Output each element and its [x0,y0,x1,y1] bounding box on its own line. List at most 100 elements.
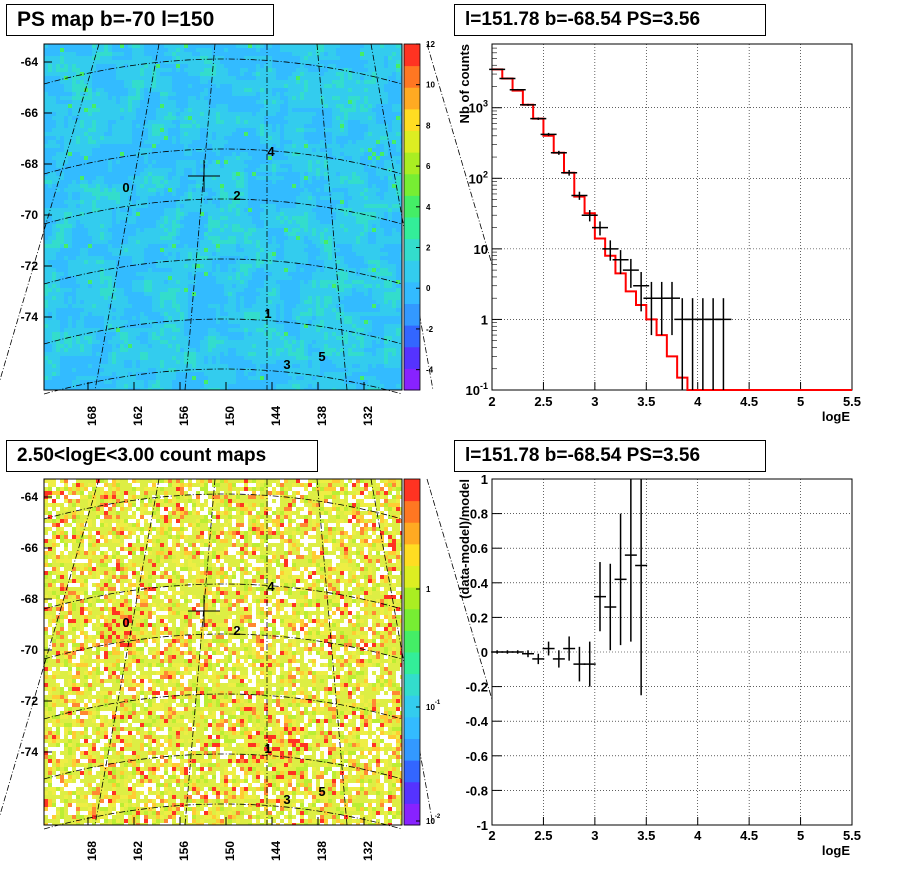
heatmap-cell [280,132,284,136]
heatmap-cell [376,264,380,268]
heatmap-cell [284,204,288,208]
heatmap-cell [392,176,396,180]
heatmap-cell [80,244,84,248]
heatmap-cell [196,76,200,80]
heatmap-cell [192,240,196,244]
heatmap-cell [288,248,292,252]
heatmap-cell [224,256,228,260]
heatmap-cell [88,184,92,188]
heatmap-cell [196,64,200,68]
heatmap-cell [120,44,124,48]
heatmap-cell [128,100,132,104]
heatmap-cell [208,132,212,136]
heatmap-cell [208,72,212,76]
heatmap-cell [96,204,100,208]
heatmap-cell [364,92,368,96]
heatmap-cell [44,168,48,172]
heatmap-cell [380,140,384,144]
heatmap-cell [312,192,316,196]
heatmap-cell [68,116,72,120]
heatmap-cell [356,256,360,260]
heatmap-cell [204,92,208,96]
heatmap-cell [336,136,340,140]
heatmap-cell [252,244,256,248]
heatmap-cell [100,92,104,96]
heatmap-cell [244,224,248,228]
heatmap-cell [312,232,316,236]
heatmap-cell [164,236,168,240]
heatmap-cell [96,224,100,228]
heatmap-cell [252,124,256,128]
heatmap-cell [92,104,96,108]
heatmap-cell [88,76,92,80]
heatmap-cell [272,164,276,168]
heatmap-cell [236,104,240,108]
heatmap-cell [212,224,216,228]
heatmap-cell [284,140,288,144]
heatmap-cell [220,200,224,204]
heatmap-cell [280,116,284,120]
heatmap-cell [184,124,188,128]
heatmap-cell [160,44,164,48]
heatmap-cell [212,48,216,52]
heatmap-cell [344,108,348,112]
heatmap-cell [200,116,204,120]
heatmap-cell [332,232,336,236]
heatmap-cell [200,156,204,160]
heatmap-cell [104,200,108,204]
heatmap-cell [48,148,52,152]
heatmap-cell [100,88,104,92]
heatmap-cell [164,248,168,252]
heatmap-cell [48,88,52,92]
heatmap-cell [252,88,256,92]
heatmap-cell [44,192,48,196]
heatmap-cell [248,44,252,48]
heatmap-cell [60,88,64,92]
heatmap-cell [264,96,268,100]
heatmap-cell [300,160,304,164]
heatmap-cell [160,124,164,128]
heatmap-cell [112,232,116,236]
heatmap-cell [104,264,108,268]
heatmap-cell [116,48,120,52]
heatmap-cell [152,152,156,156]
heatmap-cell [72,64,76,68]
heatmap-cell [364,68,368,72]
heatmap-cell [296,256,300,260]
heatmap-cell [72,248,76,252]
heatmap-cell [356,92,360,96]
heatmap-cell [128,64,132,68]
heatmap-cell [344,104,348,108]
heatmap-cell [88,180,92,184]
heatmap-cell [236,240,240,244]
heatmap-cell [60,156,64,160]
heatmap-cell [400,252,402,256]
heatmap-cell [352,180,356,184]
heatmap-cell [344,88,348,92]
heatmap-cell [360,108,364,112]
heatmap-cell [128,140,132,144]
heatmap-cell [248,184,252,188]
heatmap-cell [60,180,64,184]
heatmap-cell [320,152,324,156]
heatmap-cell [264,148,268,152]
heatmap-cell [268,224,272,228]
heatmap-cell [288,256,292,260]
heatmap-cell [100,84,104,88]
heatmap-cell [220,44,224,48]
heatmap-cell [328,212,332,216]
heatmap-cell [72,108,76,112]
heatmap-cell [328,256,332,260]
heatmap-cell [304,248,308,252]
heatmap-cell [168,80,172,84]
heatmap-cell [52,112,56,116]
heatmap-cell [200,112,204,116]
heatmap-cell [348,168,352,172]
heatmap-cell [372,152,376,156]
heatmap-cell [76,184,80,188]
heatmap-cell [56,96,60,100]
heatmap-cell [112,208,116,212]
heatmap-cell [352,172,356,176]
heatmap-cell [116,232,120,236]
